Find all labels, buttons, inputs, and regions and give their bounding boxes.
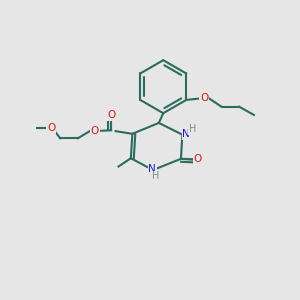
Text: O: O bbox=[194, 154, 202, 164]
Text: O: O bbox=[200, 94, 208, 103]
Text: O: O bbox=[47, 123, 56, 133]
Text: H: H bbox=[189, 124, 196, 134]
Text: O: O bbox=[107, 110, 115, 120]
Text: N: N bbox=[148, 164, 156, 174]
Text: N: N bbox=[182, 129, 190, 139]
Text: O: O bbox=[91, 126, 99, 136]
Text: H: H bbox=[152, 172, 159, 182]
